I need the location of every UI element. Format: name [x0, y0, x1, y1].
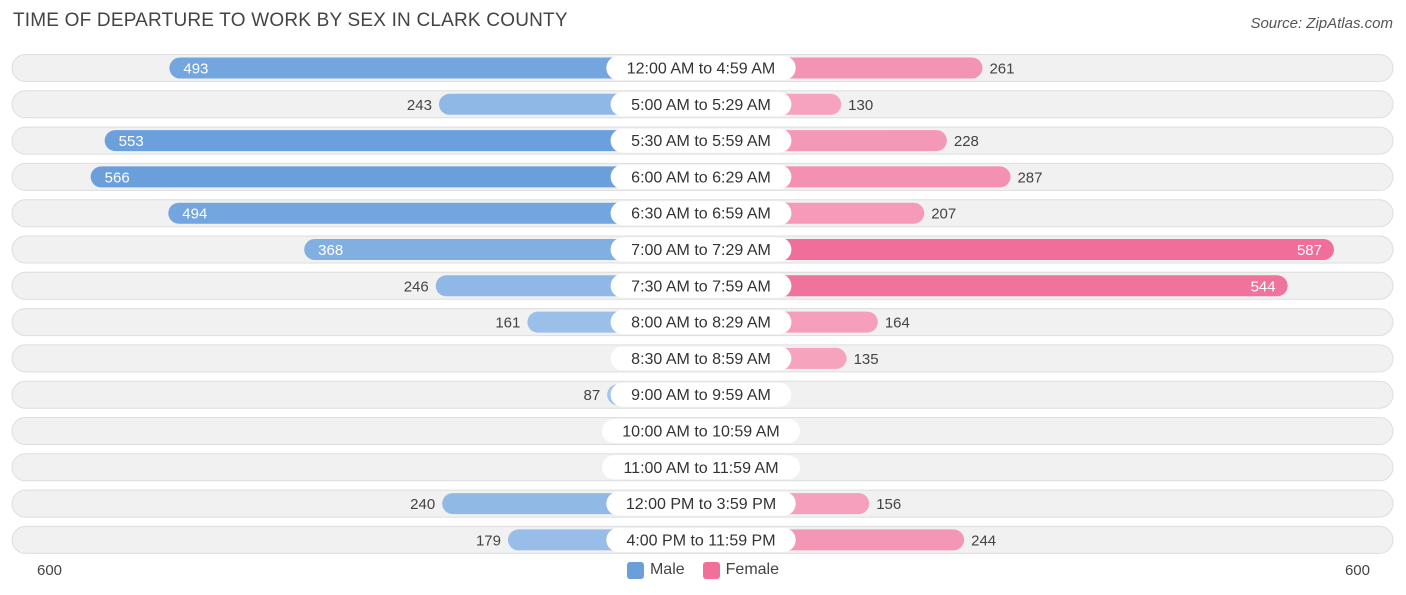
- value-label-female: 544: [1251, 278, 1276, 295]
- axis-label-left: 600: [37, 562, 63, 579]
- category-pill: [606, 491, 796, 516]
- category-pill: [610, 201, 792, 226]
- value-label-female: 130: [848, 97, 873, 114]
- category-label: 12:00 AM to 4:59 AM: [627, 61, 776, 78]
- category-pill: [610, 382, 792, 407]
- axis-label-right: 600: [1344, 562, 1370, 579]
- category-label: 11:00 AM to 11:59 AM: [623, 460, 778, 477]
- category-label: 5:00 AM to 5:29 AM: [631, 97, 771, 114]
- category-label: 6:30 AM to 6:59 AM: [631, 206, 771, 223]
- category-label: 4:00 PM to 11:59 PM: [626, 532, 775, 549]
- category-label: 8:30 AM to 8:59 AM: [631, 351, 771, 368]
- category-pill: [602, 455, 800, 480]
- legend-item-male[interactable]: Male: [626, 561, 685, 579]
- category-pill: [606, 527, 796, 552]
- value-label-female: 587: [1297, 242, 1322, 259]
- value-label-male: 368: [318, 242, 343, 259]
- value-label-female: 261: [989, 61, 1014, 78]
- value-label-female: 156: [876, 496, 901, 513]
- category-pill: [610, 128, 792, 153]
- value-label-female: 244: [971, 532, 996, 549]
- source-note: Source: ZipAtlas.com: [1250, 15, 1393, 32]
- category-label: 9:00 AM to 9:59 AM: [631, 387, 771, 404]
- value-label-male: 246: [404, 278, 429, 295]
- category-label: 12:00 PM to 3:59 PM: [626, 496, 776, 513]
- value-label-female: 207: [931, 206, 956, 223]
- legend-swatch-male: [626, 561, 644, 579]
- value-label-male: 553: [119, 133, 144, 150]
- value-label-female: 287: [1017, 169, 1042, 186]
- category-pill: [610, 273, 792, 298]
- legend-swatch-female: [702, 561, 720, 579]
- bar-male: [104, 130, 702, 152]
- value-label-female: 164: [885, 315, 910, 332]
- category-pill: [610, 237, 792, 262]
- category-label: 5:30 AM to 5:59 AM: [631, 133, 771, 150]
- category-pill: [610, 92, 792, 117]
- legend-label-female: Female: [725, 561, 780, 578]
- bar-female: [701, 275, 1288, 297]
- value-label-male: 161: [495, 315, 520, 332]
- value-label-female: 135: [854, 351, 879, 368]
- category-pill: [602, 419, 800, 443]
- value-label-male: 179: [476, 532, 501, 549]
- value-label-male: 87: [583, 387, 600, 404]
- value-label-male: 566: [105, 169, 130, 186]
- value-label-male: 240: [410, 496, 435, 513]
- bar-male: [169, 57, 702, 79]
- category-pill: [610, 310, 792, 335]
- chart-title: TIME OF DEPARTURE TO WORK BY SEX IN CLAR…: [13, 10, 568, 31]
- category-label: 8:00 AM to 8:29 AM: [631, 315, 771, 332]
- category-pill: [610, 164, 792, 189]
- category-pill: [606, 56, 796, 80]
- bar-male: [304, 239, 701, 260]
- legend-label-male: Male: [649, 561, 685, 578]
- category-pill: [610, 346, 792, 371]
- bar-female: [701, 239, 1334, 260]
- bar-male: [168, 202, 701, 224]
- category-label: 7:00 AM to 7:29 AM: [631, 242, 771, 259]
- legend-item-female[interactable]: Female: [702, 561, 780, 579]
- value-label-male: 493: [183, 61, 208, 78]
- category-label: 10:00 AM to 10:59 AM: [622, 424, 779, 441]
- legend: Male Female: [0, 561, 1406, 579]
- bar-male: [90, 166, 701, 188]
- value-label-male: 494: [182, 206, 207, 223]
- value-label-male: 243: [407, 97, 432, 114]
- value-label-female: 228: [954, 133, 979, 150]
- category-label: 7:30 AM to 7:59 AM: [631, 278, 771, 295]
- category-label: 6:00 AM to 6:29 AM: [631, 169, 771, 186]
